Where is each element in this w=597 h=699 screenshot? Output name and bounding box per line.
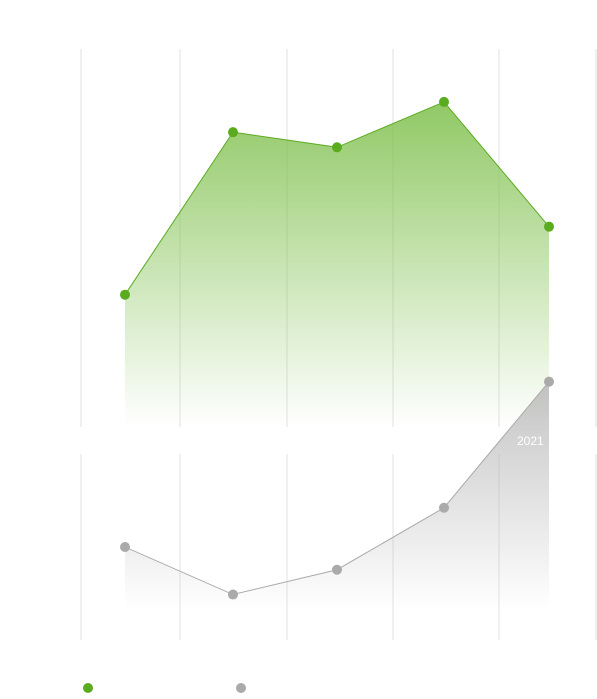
data-points (120, 96, 554, 600)
legend-marker-green (83, 683, 93, 693)
point-grey-4 (544, 376, 554, 387)
point-green-4 (544, 221, 554, 232)
point-green-3 (439, 96, 449, 107)
point-grey-1 (228, 589, 238, 600)
legend (83, 683, 246, 693)
point-grey-2 (332, 564, 342, 575)
area-green (125, 101, 549, 428)
point-grey-0 (120, 542, 130, 552)
point-grey-3 (439, 502, 449, 513)
area-fills (125, 101, 549, 610)
area-grey (125, 381, 549, 610)
legend-marker-grey (236, 683, 246, 693)
band-label: 2021 (517, 434, 544, 448)
point-green-1 (228, 127, 238, 138)
point-green-2 (332, 142, 342, 153)
point-green-0 (120, 289, 130, 300)
